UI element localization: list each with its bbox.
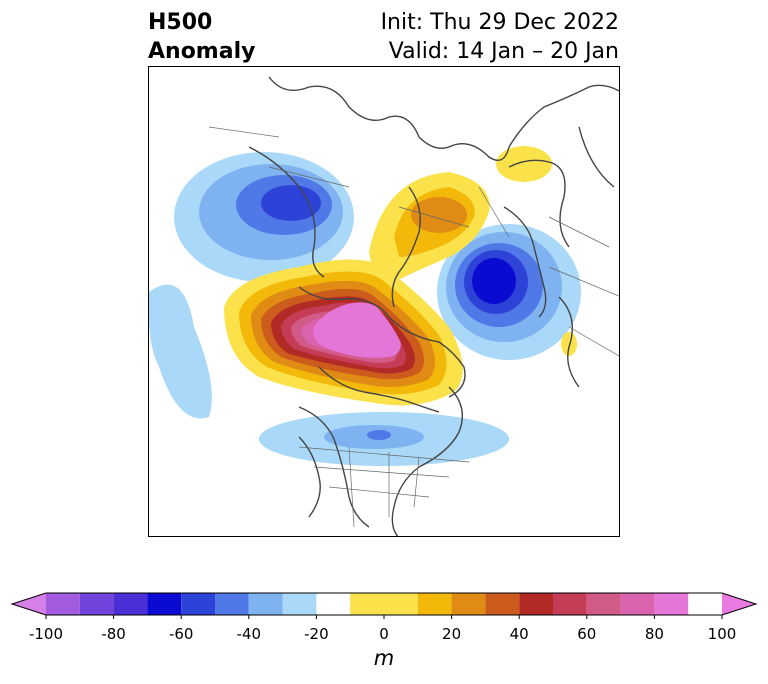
colorbar-bin <box>215 593 249 615</box>
colorbar-bin <box>181 593 215 615</box>
colorbar-bin <box>586 593 621 615</box>
colorbar-bin <box>620 593 655 615</box>
colorbar-bin <box>654 593 689 615</box>
colorbar-tick-label: 60 <box>577 625 597 643</box>
negative-anomaly-europe-atlantic <box>437 224 581 360</box>
positive-anomaly-greenland-scandinavia <box>369 146 577 356</box>
init-date: Init: Thu 29 Dec 2022 <box>380 10 619 35</box>
negative-anomaly-siberia <box>174 152 354 282</box>
colorbar-extend-max <box>722 593 756 615</box>
colorbar-bin <box>451 593 486 615</box>
colorbar-bin <box>248 593 283 615</box>
negative-anomaly-central-us <box>259 412 509 466</box>
colorbar-tick-label: 40 <box>509 625 529 643</box>
title-type: Anomaly <box>148 39 256 64</box>
colorbar-bin <box>417 593 452 615</box>
colorbar-bin <box>46 593 80 615</box>
map-panel <box>148 66 620 537</box>
colorbar-bin <box>147 593 182 615</box>
colorbar-tick-label: -60 <box>168 625 194 643</box>
positive-anomaly-arctic <box>224 259 463 406</box>
colorbar-bin <box>553 593 587 615</box>
title-variable: H500 <box>148 10 213 35</box>
colorbar-bin <box>350 593 418 615</box>
colorbar-bin <box>113 593 148 615</box>
colorbar-bin <box>519 593 553 615</box>
colorbar-tick-label: -100 <box>28 625 64 643</box>
coastlines <box>248 76 619 536</box>
political-borders <box>208 126 619 528</box>
colorbar-extend-min <box>12 593 46 615</box>
valid-range: Valid: 14 Jan – 20 Jan <box>388 39 619 64</box>
anomaly-map <box>149 76 619 536</box>
colorbar <box>10 592 758 619</box>
colorbar-tick-label: -80 <box>101 625 126 643</box>
colorbar-tick-label: -20 <box>304 625 329 643</box>
colorbar-tick-label: 80 <box>644 625 664 643</box>
colorbar-bin <box>79 593 114 615</box>
negative-anomaly-north-pacific <box>149 284 212 419</box>
chart-dates: Init: Thu 29 Dec 2022 Valid: 14 Jan – 20… <box>381 8 619 66</box>
colorbar-bin <box>485 593 520 615</box>
colorbar-tick-label: -40 <box>236 625 262 643</box>
colorbar-bin <box>316 593 351 615</box>
colorbar-tick-label: 20 <box>442 625 462 643</box>
colorbar-unit-label: m <box>373 646 395 670</box>
chart-title: H500 Anomaly <box>148 8 255 66</box>
colorbar-tick-label: 0 <box>379 625 389 643</box>
colorbar-bin <box>282 593 317 615</box>
colorbar-tick-label: 100 <box>707 625 737 643</box>
